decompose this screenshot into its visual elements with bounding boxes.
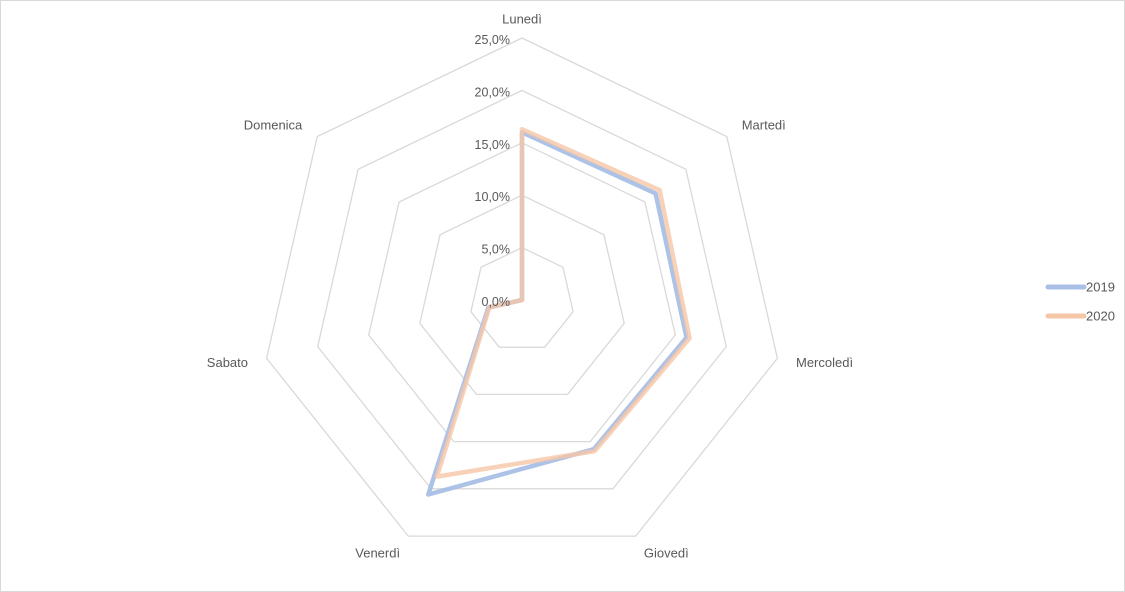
grid-ring	[316, 89, 728, 490]
legend-label: 2019	[1086, 280, 1115, 295]
grid-ring	[265, 37, 779, 537]
tick-label: 10,0%	[475, 190, 510, 204]
category-labels: Lunedì Martedì Mercoledì Giovedì Venerdì Saba…	[207, 12, 853, 561]
tick-label: 20,0%	[475, 85, 510, 99]
radial-tick-labels: 0,0% 5,0% 10,0% 15,0% 20,0% 25,0%	[475, 33, 510, 309]
category-label: Venerdì	[355, 546, 400, 561]
category-label: Sabato	[207, 355, 248, 370]
data-series	[426, 126, 692, 497]
category-label: Domenica	[244, 117, 303, 132]
tick-label: 15,0%	[475, 138, 510, 152]
radar-grid	[265, 37, 779, 537]
tick-label: 5,0%	[482, 243, 511, 257]
grid-ring	[367, 142, 677, 443]
category-label: Mercoledì	[796, 355, 853, 370]
legend-label: 2020	[1086, 309, 1115, 324]
category-label: Giovedì	[644, 546, 689, 561]
series-line-2020	[434, 126, 692, 479]
tick-label: 0,0%	[482, 295, 511, 309]
tick-label: 25,0%	[475, 33, 510, 47]
legend: 2019 2020	[1045, 280, 1115, 324]
category-label: Martedì	[742, 117, 786, 132]
grid-ring	[470, 246, 574, 348]
category-label: Lunedì	[502, 12, 542, 27]
grid-ring	[419, 194, 625, 396]
